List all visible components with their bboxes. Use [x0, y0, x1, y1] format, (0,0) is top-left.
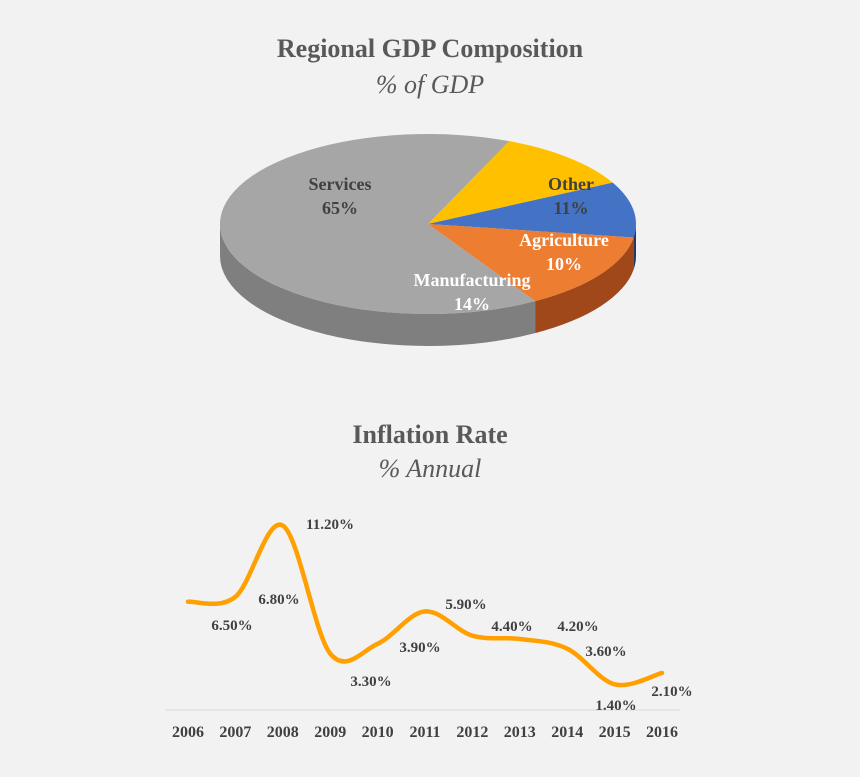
inflation-line	[185, 522, 665, 688]
x-tick-2013: 2013	[504, 724, 536, 741]
pie-slice-agriculture	[428, 182, 636, 238]
data-label-2009: 3.30%	[350, 674, 391, 690]
pie-label-agriculture: Agriculture	[519, 230, 609, 250]
line-chart-title: Inflation Rate	[352, 420, 508, 449]
pie-value-services: 65%	[322, 198, 358, 218]
x-tick-2008: 2008	[267, 724, 299, 741]
pie-slice-side-manufacturing	[535, 237, 634, 334]
x-tick-2012: 2012	[456, 724, 488, 741]
data-label-2010: 3.90%	[399, 640, 440, 656]
x-tick-2015: 2015	[599, 724, 631, 741]
pie-label-manufacturing: Manufacturing	[414, 270, 531, 290]
pie-slice-manufacturing	[428, 224, 634, 302]
pie-chart-subtitle: % of GDP	[375, 70, 485, 99]
data-label-2008: 11.20%	[306, 517, 354, 533]
pie-slice-side-services	[220, 224, 536, 347]
data-label-2012: 4.40%	[491, 619, 532, 635]
data-label-2015: 1.40%	[595, 698, 636, 714]
pie-slice-other	[428, 141, 613, 224]
data-label-2013: 4.20%	[557, 619, 598, 635]
pie-value-agriculture: 10%	[546, 254, 582, 274]
x-tick-2011: 2011	[409, 724, 440, 741]
x-tick-2006: 2006	[172, 724, 204, 741]
x-tick-2010: 2010	[362, 724, 394, 741]
data-label-2011: 5.90%	[445, 597, 486, 613]
pie-value-other: 11%	[553, 198, 588, 218]
pie-label-other: Other	[548, 174, 594, 194]
data-label-2016: 2.10%	[651, 684, 692, 700]
data-label-2007: 6.80%	[258, 592, 299, 608]
pie-label-services: Services	[309, 174, 372, 194]
line-chart-subtitle: % Annual	[378, 454, 482, 483]
x-tick-2016: 2016	[646, 724, 678, 741]
pie-slice-services	[219, 134, 536, 315]
x-tick-2014: 2014	[551, 724, 583, 741]
pie-chart-title: Regional GDP Composition	[276, 34, 584, 63]
data-label-2006: 6.50%	[211, 618, 252, 634]
pie-slice-side-agriculture	[633, 224, 636, 270]
data-label-2014: 3.60%	[585, 644, 626, 660]
x-tick-2009: 2009	[314, 724, 346, 741]
pie-chart: Services 65% Manufacturing 14% Agriculture 10…	[219, 134, 636, 347]
x-tick-2007: 2007	[219, 724, 251, 741]
pie-value-manufacturing: 14%	[454, 294, 490, 314]
